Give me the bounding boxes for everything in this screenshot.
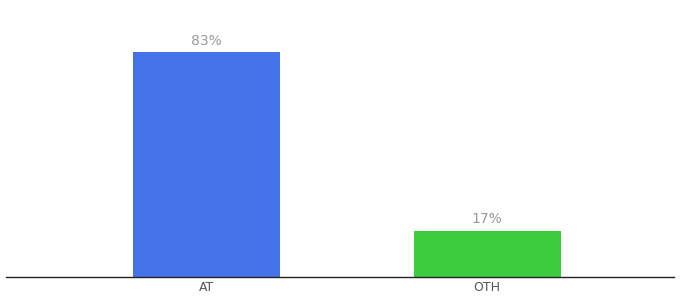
Text: 83%: 83% [191,34,222,48]
Bar [133,52,279,277]
Text: 17%: 17% [472,212,503,226]
Bar [413,230,561,277]
